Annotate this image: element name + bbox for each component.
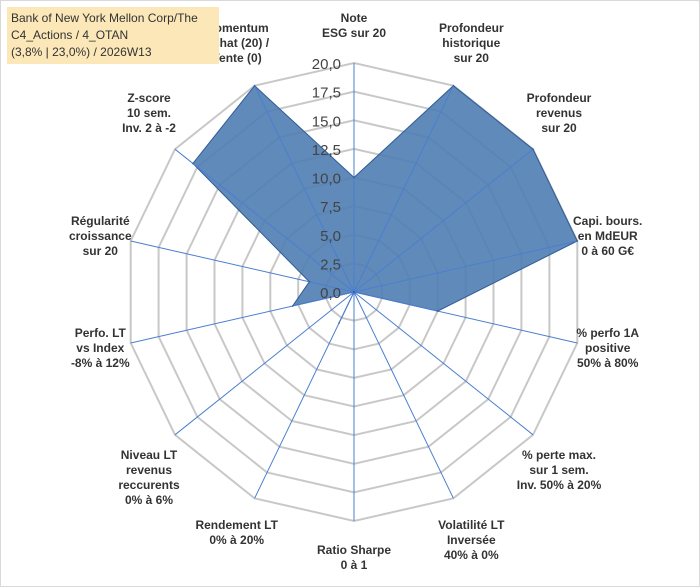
- axis-label-13: Momentum Achat (20) / Vente (0): [204, 21, 269, 65]
- r-tick-label: 17,5: [312, 85, 341, 102]
- axis-label-line: sur 20: [83, 244, 119, 258]
- axis-spoke-4: [353, 291, 578, 344]
- header-category: C4_Actions / 4_OTAN: [11, 28, 129, 42]
- axis-label-line: vs Index: [76, 341, 124, 355]
- axis-label-4: % perfo 1A positive 50% à 80%: [576, 326, 639, 370]
- axis-label-2: Profondeur revenus sur 20: [527, 91, 592, 135]
- axis-label-line: % perfo 1A: [576, 326, 639, 340]
- axis-label-5: % perte max. sur 1 sem. Inv. 50% à 20%: [517, 448, 602, 492]
- axis-label-line: Ratio Sharpe: [317, 543, 391, 557]
- axis-label-line: % perte max.: [522, 448, 596, 462]
- axis-label-line: Inv. 2 à -2: [122, 121, 176, 135]
- axis-label-line: Rendement LT: [195, 518, 278, 532]
- axis-label-line: sur 1 sem.: [529, 463, 588, 477]
- header-company: Bank of New York Mellon Corp/The: [11, 11, 198, 25]
- axis-label-10: Perfo. LT vs Index -8% à 12%: [71, 326, 130, 370]
- axis-spoke-1: [353, 85, 454, 293]
- axis-spoke-9: [174, 291, 355, 436]
- axis-label-line: Régularité: [71, 214, 130, 228]
- axis-label-9: Niveau LT revenus reccurents 0% à 6%: [118, 448, 180, 507]
- axis-label-line: Inversée: [447, 533, 496, 547]
- axis-label-line: Z-score: [127, 91, 171, 105]
- axis-spoke-5: [353, 291, 534, 436]
- axis-label-line: Profondeur: [439, 21, 504, 35]
- axis-spoke-10: [130, 291, 355, 344]
- r-tick-label: 20,0: [312, 56, 341, 73]
- data-point-2: [532, 148, 534, 150]
- r-tick-label: 7,5: [320, 199, 341, 216]
- data-point-4: [436, 310, 439, 312]
- axis-label-1: Profondeur historique sur 20: [439, 21, 504, 65]
- axis-label-8: Rendement LT 0% à 20%: [195, 518, 278, 547]
- r-tick-label: 15,0: [312, 113, 341, 130]
- axis-label-11: Régularité croissance sur 20: [69, 214, 132, 258]
- data-point-8: [338, 322, 340, 324]
- axis-label-line: 0 à 1: [341, 558, 368, 572]
- axis-label-line: Note: [341, 11, 368, 25]
- axis-spoke-11: [130, 240, 355, 293]
- axis-label-line: Vente (0): [212, 51, 262, 65]
- axis-label-line: reccurents: [118, 478, 180, 492]
- data-point-12: [192, 162, 194, 165]
- axis-spoke-6: [353, 291, 454, 499]
- axis-spoke-2: [353, 148, 534, 293]
- axis-label-line: Capi. bours.: [573, 214, 642, 228]
- data-point-1: [452, 84, 455, 87]
- axis-label-line: croissance: [69, 229, 132, 243]
- r-tick-label: 2,5: [320, 256, 341, 273]
- axis-label-line: sur 20: [454, 51, 490, 65]
- axis-label-line: Momentum: [205, 21, 269, 35]
- axis-label-line: 40% à 0%: [444, 548, 499, 562]
- axis-label-line: Niveau LT: [121, 448, 178, 462]
- axis-label-line: 0% à 6%: [125, 493, 173, 507]
- axis-label-line: 50% à 80%: [577, 356, 639, 370]
- axis-label-line: Profondeur: [527, 91, 592, 105]
- axis-label-line: en MdEUR: [578, 229, 638, 243]
- axis-spoke-3: [353, 240, 578, 293]
- axis-label-12: Z-score 10 sem. Inv. 2 à -2: [122, 91, 176, 135]
- axis-spoke-13: [254, 85, 355, 293]
- axis-label-line: revenus: [536, 106, 582, 120]
- r-tick-label: 5,0: [320, 228, 341, 245]
- data-point-3: [576, 240, 579, 242]
- r-tick-label: 12,5: [312, 142, 341, 159]
- r-tick-label: 10,0: [312, 171, 341, 188]
- data-point-9: [353, 291, 355, 293]
- data-point-0: [353, 176, 355, 179]
- axis-label-line: 0 à 60 G€: [581, 244, 634, 258]
- axis-label-line: ESG sur 20: [322, 26, 386, 40]
- axis-spoke-8: [254, 291, 355, 499]
- axis-label-line: -8% à 12%: [71, 356, 130, 370]
- data-point-11: [308, 281, 311, 283]
- axis-label-line: 0% à 20%: [209, 533, 264, 547]
- axis-label-line: revenus: [126, 463, 172, 477]
- data-point-13: [253, 84, 256, 87]
- axis-label-3: Capi. bours. en MdEUR 0 à 60 G€: [573, 214, 642, 258]
- header-stats: (3,8% | 23,0%) / 2026W13: [11, 45, 152, 59]
- axis-label-0: Note ESG sur 20: [322, 11, 386, 40]
- chart-header: Bank of New York Mellon Corp/The C4_Acti…: [7, 7, 219, 64]
- axis-spoke-12: [174, 148, 355, 293]
- axis-label-line: Volatilité LT: [438, 518, 505, 532]
- axis-label-line: historique: [442, 36, 500, 50]
- axis-label-line: 10 sem.: [127, 106, 171, 120]
- axis-label-6: Volatilité LT Inversée 40% à 0%: [438, 518, 505, 562]
- axis-label-7: Ratio Sharpe 0 à 1: [317, 543, 391, 572]
- axis-label-line: sur 20: [541, 121, 577, 135]
- axis-label-line: positive: [585, 341, 631, 355]
- axis-label-line: Achat (20) /: [204, 36, 269, 50]
- r-tick-label: 0,0: [320, 285, 341, 302]
- data-point-10: [291, 305, 294, 307]
- data-series-area: [192, 84, 578, 324]
- axis-label-line: Inv. 50% à 20%: [517, 478, 602, 492]
- axis-label-line: Perfo. LT: [75, 326, 127, 340]
